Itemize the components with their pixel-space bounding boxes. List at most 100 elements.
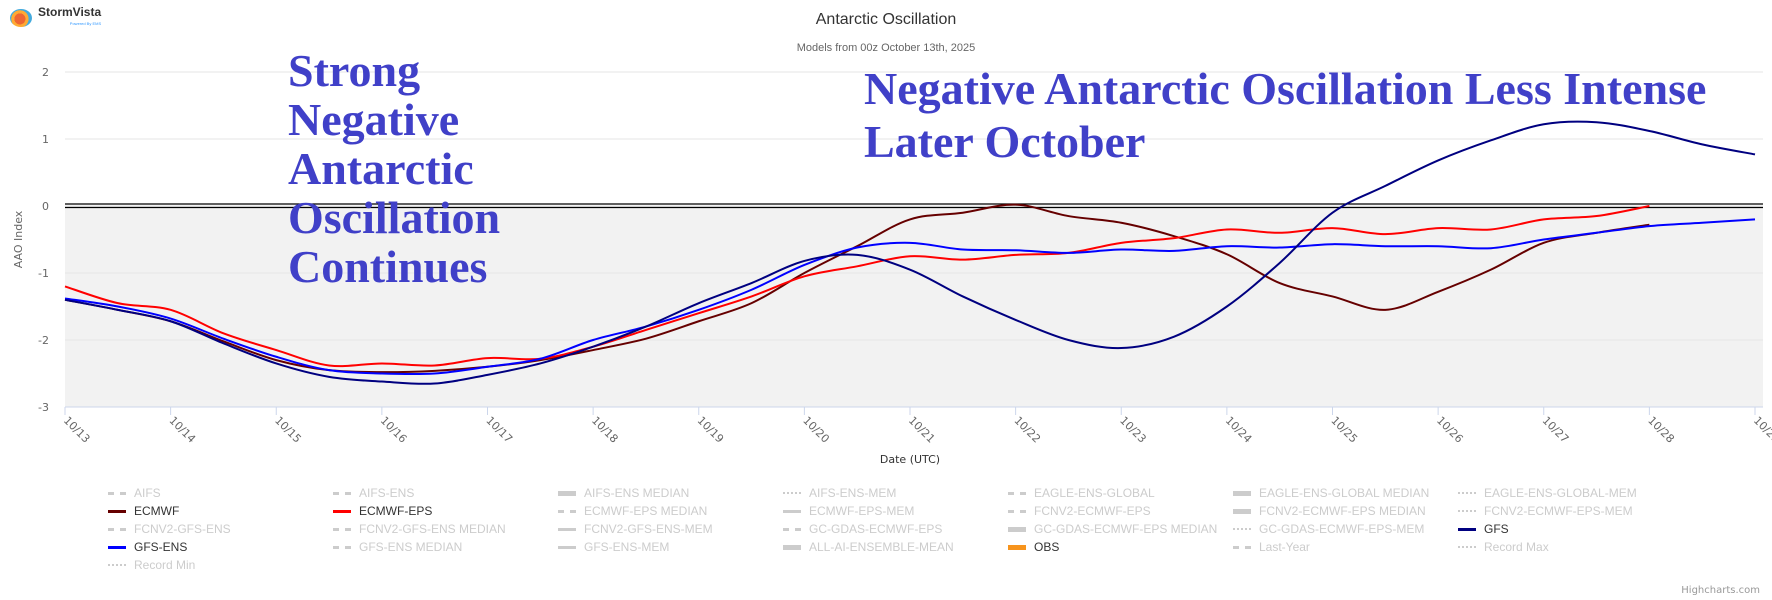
legend-item-ecmwf-eps[interactable]: ECMWF-EPS bbox=[333, 503, 558, 519]
legend-symbol-icon bbox=[1233, 490, 1251, 496]
y-tick-label: 1 bbox=[42, 133, 49, 146]
legend-item-last-year[interactable]: Last-Year bbox=[1233, 539, 1458, 555]
y-tick-label: -2 bbox=[38, 334, 49, 347]
legend-item-gc-gdas-ecmwf-eps-median[interactable]: GC-GDAS-ECMWF-EPS MEDIAN bbox=[1008, 521, 1233, 537]
legend-label: FCNV2-GFS-ENS-MEM bbox=[584, 522, 713, 536]
legend-symbol-icon bbox=[1458, 492, 1476, 494]
legend-symbol-icon bbox=[1008, 491, 1026, 495]
legend-item-aifs[interactable]: AIFS bbox=[108, 485, 333, 501]
legend-symbol-icon bbox=[1233, 508, 1251, 514]
legend-label: EAGLE-ENS-GLOBAL bbox=[1034, 486, 1155, 500]
legend-label: AIFS-ENS-MEM bbox=[809, 486, 897, 500]
legend-label: GFS bbox=[1484, 522, 1509, 536]
y-tick-label: -3 bbox=[38, 401, 49, 414]
legend-label: EAGLE-ENS-GLOBAL-MEM bbox=[1484, 486, 1637, 500]
annotation-right-line1: Negative Antarctic Oscillation Less Inte… bbox=[864, 63, 1707, 114]
x-tick-label: 10/13 bbox=[61, 414, 93, 446]
legend-symbol-icon bbox=[108, 509, 126, 513]
legend-item-ecmwf-eps-median[interactable]: ECMWF-EPS MEDIAN bbox=[558, 503, 783, 519]
legend-label: AIFS-ENS bbox=[359, 486, 415, 500]
legend-item-fcnv2-gfs-ens[interactable]: FCNV2-GFS-ENS bbox=[108, 521, 333, 537]
legend-item-fcnv2-ecmwf-eps-mem[interactable]: FCNV2-ECMWF-EPS-MEM bbox=[1458, 503, 1683, 519]
legend-symbol-icon bbox=[1458, 527, 1476, 531]
legend-label: FCNV2-ECMWF-EPS MEDIAN bbox=[1259, 504, 1426, 518]
logo-mark-icon bbox=[10, 9, 32, 27]
legend-symbol-icon bbox=[783, 544, 801, 550]
legend-symbol-icon bbox=[1008, 544, 1026, 550]
x-tick-label: 10/19 bbox=[695, 414, 727, 446]
legend-item-fcnv2-gfs-ens-median[interactable]: FCNV2-GFS-ENS MEDIAN bbox=[333, 521, 558, 537]
legend-label: ECMWF bbox=[134, 504, 180, 518]
y-axis-title: AAO Index bbox=[12, 210, 25, 268]
legend-item-gc-gdas-ecmwf-eps-mem[interactable]: GC-GDAS-ECMWF-EPS-MEM bbox=[1233, 521, 1458, 537]
legend-item-fcnv2-gfs-ens-mem[interactable]: FCNV2-GFS-ENS-MEM bbox=[558, 521, 783, 537]
legend-item-record-min[interactable]: Record Min bbox=[108, 557, 333, 573]
series-line-gfs bbox=[64, 120, 1756, 385]
legend-item-aifs-ens-median[interactable]: AIFS-ENS MEDIAN bbox=[558, 485, 783, 501]
legend-symbol-icon bbox=[783, 509, 801, 513]
legend-item-eagle-ens-global[interactable]: EAGLE-ENS-GLOBAL bbox=[1008, 485, 1233, 501]
legend-item-ecmwf-eps-mem[interactable]: ECMWF-EPS-MEM bbox=[783, 503, 1008, 519]
legend-item-gfs-ens-median[interactable]: GFS-ENS MEDIAN bbox=[333, 539, 558, 555]
legend-label: EAGLE-ENS-GLOBAL MEDIAN bbox=[1259, 486, 1430, 500]
x-axis-title: Date (UTC) bbox=[880, 453, 940, 466]
legend-label: AIFS bbox=[134, 486, 161, 500]
legend-item-gfs-ens-mem[interactable]: GFS-ENS-MEM bbox=[558, 539, 783, 555]
legend-item-aifs-ens-mem[interactable]: AIFS-ENS-MEM bbox=[783, 485, 1008, 501]
legend-item-obs[interactable]: OBS bbox=[1008, 539, 1233, 555]
legend-item-gfs-ens[interactable]: GFS-ENS bbox=[108, 539, 333, 555]
legend-symbol-icon bbox=[1458, 546, 1476, 548]
x-tick-label: 10/18 bbox=[589, 414, 621, 446]
legend-symbol-icon bbox=[108, 491, 126, 495]
legend-item-gc-gdas-ecmwf-eps[interactable]: GC-GDAS-ECMWF-EPS bbox=[783, 521, 1008, 537]
legend-item-aifs-ens[interactable]: AIFS-ENS bbox=[333, 485, 558, 501]
legend-symbol-icon bbox=[1233, 528, 1251, 530]
x-tick-label: 10/14 bbox=[167, 414, 199, 446]
legend-label: GFS-ENS bbox=[134, 540, 188, 554]
annotation-left: Strong Negative Antarctic Oscillation Co… bbox=[288, 45, 501, 292]
legend-item-eagle-ens-global-mem[interactable]: EAGLE-ENS-GLOBAL-MEM bbox=[1458, 485, 1683, 501]
legend-symbol-icon bbox=[558, 527, 576, 531]
legend-item-all-ai-ensemble-mean[interactable]: ALL-AI-ENSEMBLE-MEAN bbox=[783, 539, 1008, 555]
x-tick-label: 10/20 bbox=[800, 414, 832, 446]
legend-label: ECMWF-EPS bbox=[359, 504, 433, 518]
logo-text: StormVista Powered By EMS bbox=[38, 5, 102, 26]
x-tick-label: 10/22 bbox=[1012, 414, 1044, 446]
legend-symbol-icon bbox=[108, 545, 126, 549]
legend-item-ecmwf[interactable]: ECMWF bbox=[108, 503, 333, 519]
x-tick-label: 10/28 bbox=[1645, 414, 1677, 446]
x-tick-label: 10/27 bbox=[1540, 414, 1572, 446]
x-tick-label: 10/17 bbox=[483, 414, 515, 446]
aao-chart: Antarctic Oscillation Models from 00z Oct… bbox=[12, 11, 1772, 466]
chart-subtitle: Models from 00z October 13th, 2025 bbox=[797, 42, 976, 54]
below-zero-band bbox=[65, 206, 1763, 407]
x-tick-label: 10/29 bbox=[1751, 414, 1772, 446]
legend-label: ECMWF-EPS MEDIAN bbox=[584, 504, 708, 518]
legend-item-fcnv2-ecmwf-eps-median[interactable]: FCNV2-ECMWF-EPS MEDIAN bbox=[1233, 503, 1458, 519]
legend-item-gfs[interactable]: GFS bbox=[1458, 521, 1683, 537]
stormvista-logo: StormVista Powered By EMS bbox=[10, 6, 101, 30]
legend: AIFS AIFS-ENS AIFS-ENS MEDIAN AIFS-ENS-MEM E… bbox=[108, 485, 1683, 573]
x-tick-label: 10/24 bbox=[1223, 414, 1255, 446]
legend-symbol-icon bbox=[333, 545, 351, 549]
series-line-gfs-ens bbox=[64, 218, 1756, 376]
legend-symbol-icon bbox=[333, 509, 351, 513]
highcharts-credit[interactable]: Highcharts.com bbox=[1681, 585, 1760, 596]
legend-label: Record Max bbox=[1484, 540, 1549, 554]
legend-symbol-icon bbox=[108, 564, 126, 566]
x-tick-label: 10/16 bbox=[378, 414, 410, 446]
legend-symbol-icon bbox=[783, 527, 801, 531]
legend-label: GC-GDAS-ECMWF-EPS MEDIAN bbox=[1034, 522, 1218, 536]
legend-label: GFS-ENS MEDIAN bbox=[359, 540, 463, 554]
legend-label: Last-Year bbox=[1259, 540, 1310, 554]
y-tick-label: -1 bbox=[38, 267, 49, 280]
legend-item-record-max[interactable]: Record Max bbox=[1458, 539, 1683, 555]
legend-symbol-icon bbox=[558, 490, 576, 496]
legend-symbol-icon bbox=[1008, 509, 1026, 513]
legend-symbol-icon bbox=[108, 527, 126, 531]
legend-item-fcnv2-ecmwf-eps[interactable]: FCNV2-ECMWF-EPS bbox=[1008, 503, 1233, 519]
legend-label: FCNV2-ECMWF-EPS bbox=[1034, 504, 1151, 518]
series-line-ecmwf-eps bbox=[64, 205, 1650, 368]
legend-item-eagle-ens-global-median[interactable]: EAGLE-ENS-GLOBAL MEDIAN bbox=[1233, 485, 1458, 501]
legend-symbol-icon bbox=[1458, 510, 1476, 512]
